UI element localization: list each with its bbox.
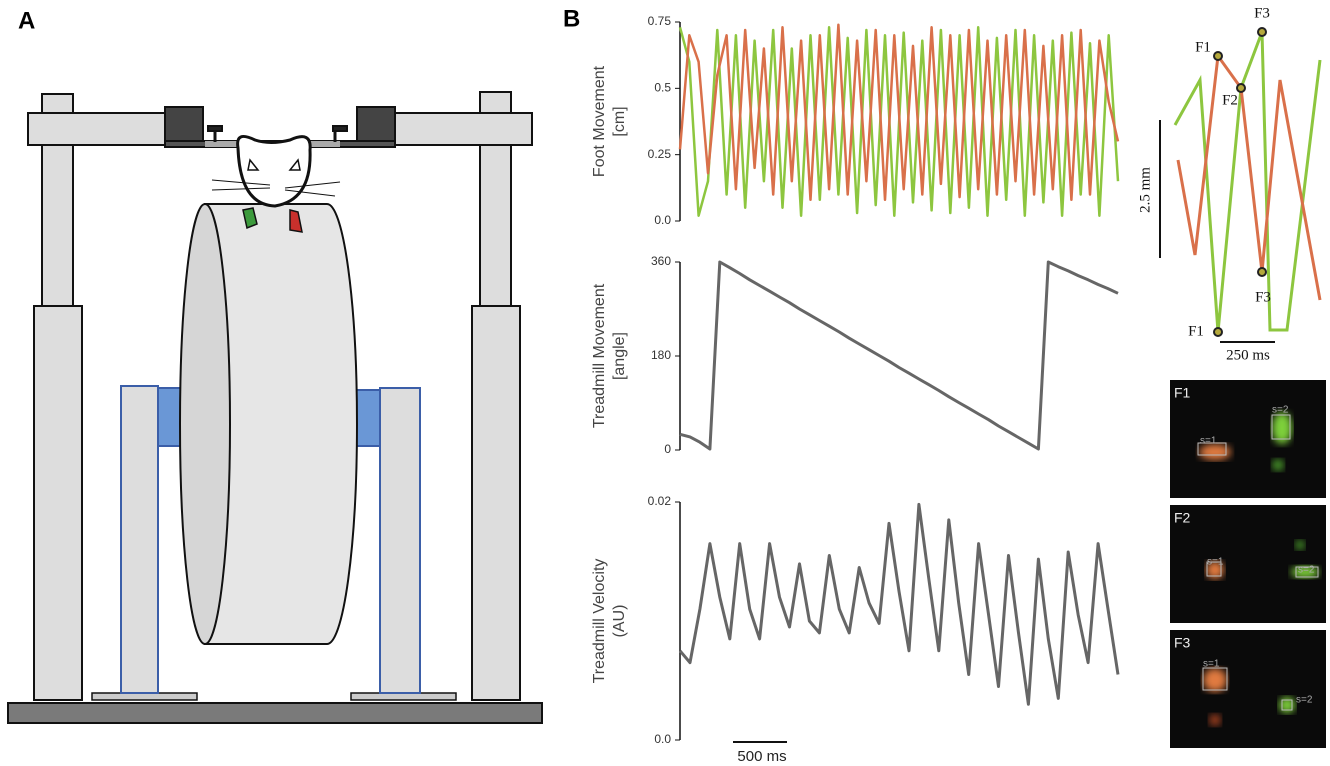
box-label: s=1 [1207, 557, 1224, 568]
paw-blob [1199, 444, 1231, 460]
paw-blob [1279, 697, 1295, 713]
box-label: s=2 [1296, 695, 1313, 706]
paw-blob [1203, 668, 1227, 692]
frame-label: F1 [1174, 385, 1191, 401]
y-axis-label: (AU) [611, 605, 628, 638]
y-axis-label: [cm] [611, 106, 628, 136]
video-frame [1170, 630, 1326, 748]
apparatus [7, 91, 543, 724]
y-tick-label: 0.25 [648, 147, 672, 161]
data-line [678, 502, 1120, 706]
video-frame [1170, 380, 1326, 498]
box-label: s=1 [1200, 436, 1217, 447]
box-label: s=1 [1203, 659, 1220, 670]
tracking-box [1271, 414, 1291, 440]
scale-label: 2.5 mm [1137, 167, 1153, 213]
y-tick-label: 0.0 [654, 732, 671, 746]
y-tick-label: 0 [664, 442, 671, 456]
point-label: F3 [1254, 5, 1270, 21]
y-tick-label: 0.02 [648, 494, 672, 508]
paw-blob [1295, 540, 1305, 550]
point-label: F1 [1188, 323, 1204, 339]
y-tick-label: 360 [651, 254, 671, 268]
tracking-box [1295, 566, 1319, 578]
panel-label: B [563, 5, 580, 32]
y-tick-label: 0.5 [654, 81, 671, 95]
paw-blob [1272, 412, 1292, 444]
frame-label: F2 [1174, 510, 1191, 526]
point-label: F1 [1195, 39, 1211, 55]
frame-label: F3 [1174, 635, 1191, 651]
paw-blob [1272, 459, 1284, 471]
video-frame [1170, 505, 1326, 623]
point-label: F3 [1255, 289, 1271, 305]
inset-point [1213, 27, 1267, 337]
paw-blob [1209, 714, 1221, 726]
y-axis-label: [angle] [611, 332, 628, 380]
y-tick-label: 0.0 [654, 213, 671, 227]
scale-label: 250 ms [1226, 347, 1270, 363]
y-axis-label: Treadmill Movement [591, 283, 608, 428]
data-line [678, 23, 1120, 202]
inset-trajectory [1173, 31, 1322, 333]
point-label: F2 [1222, 92, 1238, 108]
tracking-box [1202, 667, 1228, 691]
paw-blob [1291, 566, 1319, 578]
box-label: s=2 [1272, 405, 1289, 416]
panel-label: A [18, 7, 35, 34]
y-axis-label: Foot Movement [591, 65, 608, 177]
y-axis-label: Treadmill Velocity [591, 559, 608, 684]
tracking-box [1197, 442, 1227, 456]
tracking-box [1281, 699, 1293, 711]
paw-blob [1206, 561, 1224, 579]
y-tick-label: 180 [651, 348, 671, 362]
tracking-box [1206, 561, 1222, 577]
scale-label: 500 ms [737, 748, 786, 765]
data-line [679, 260, 1119, 451]
box-label: s=2 [1298, 565, 1315, 576]
y-tick-label: 0.75 [648, 14, 672, 28]
